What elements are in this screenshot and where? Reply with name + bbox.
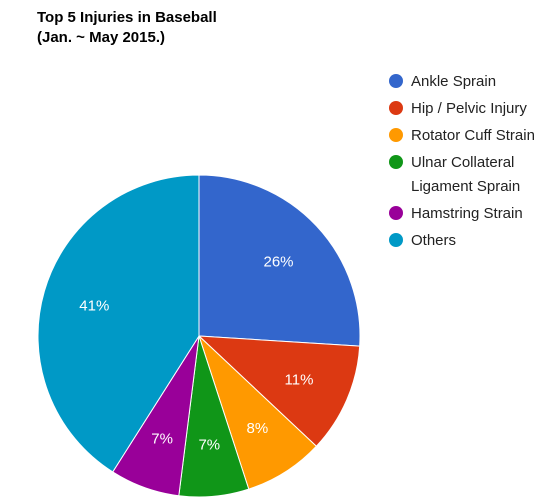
legend-swatch-hamstring-strain <box>389 206 403 220</box>
legend-label-hip-pelvic-injury: Hip / Pelvic Injury <box>411 100 527 117</box>
legend-swatch-ulnar-collateral-ligament-sprain <box>389 155 403 169</box>
legend-label-ankle-sprain: Ankle Sprain <box>411 73 496 90</box>
slice-label-hamstring-strain: 7% <box>151 431 173 448</box>
legend-item-hip-pelvic-injury: Hip / Pelvic Injury <box>389 100 527 117</box>
legend-item-ankle-sprain: Ankle Sprain <box>389 73 496 90</box>
legend-label-hamstring-strain: Hamstring Strain <box>411 205 523 222</box>
chart-title-line-2: (Jan. ~ May 2015.) <box>37 29 165 46</box>
legend-item-others: Others <box>389 232 456 249</box>
legend-item-rotator-cuff-strain: Rotator Cuff Strain <box>389 127 535 144</box>
legend-label-ulnar-collateral-ligament-sprain-line-1: Ulnar Collateral <box>411 154 514 171</box>
slice-label-ankle-sprain: 26% <box>263 253 293 270</box>
legend-swatch-rotator-cuff-strain <box>389 128 403 142</box>
slice-label-hip-pelvic-injury: 11% <box>285 371 314 388</box>
legend-swatch-ankle-sprain <box>389 74 403 88</box>
pie-slice-others <box>37 174 200 473</box>
pie-slice-ankle-sprain <box>198 174 361 347</box>
legend-item-hamstring-strain: Hamstring Strain <box>389 205 523 222</box>
legend-label-ulnar-collateral-ligament-sprain-line-2: Ligament Sprain <box>411 178 520 195</box>
chart-title-line-1: Top 5 Injuries in Baseball <box>37 9 217 26</box>
legend: Ankle Sprain Hip / Pelvic Injury Rotator C… <box>389 73 535 249</box>
legend-label-others: Others <box>411 232 456 249</box>
slice-label-ulnar-collateral-ligament-sprain: 7% <box>198 437 220 454</box>
slice-label-others: 41% <box>79 298 109 315</box>
legend-item-ulnar-collateral-ligament-sprain: Ulnar Collateral Ligament Sprain <box>389 154 520 195</box>
pie-slice-hip-pelvic-injury <box>197 335 361 447</box>
slice-labels: 26% 11% 8% 7% 7% 41% <box>79 253 313 453</box>
legend-label-rotator-cuff-strain: Rotator Cuff Strain <box>411 127 535 144</box>
legend-swatch-others <box>389 233 403 247</box>
legend-swatch-hip-pelvic-injury <box>389 101 403 115</box>
slice-label-rotator-cuff-strain: 8% <box>247 420 269 437</box>
pie-slices <box>37 174 361 498</box>
